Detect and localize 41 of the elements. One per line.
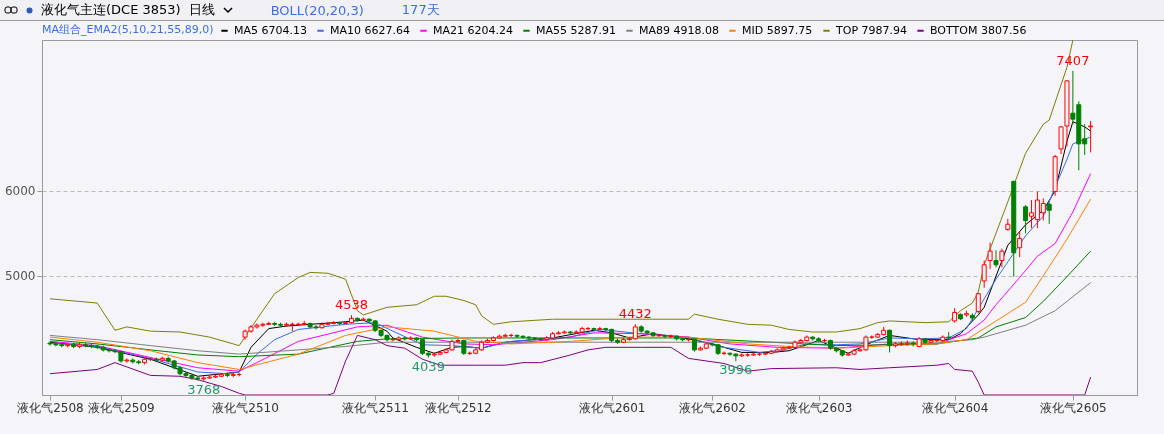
annotation: 4039 [411, 358, 445, 374]
candlestick [999, 248, 1005, 268]
x-tick-label: 液化气2603 [785, 400, 853, 415]
y-tick-label: 5000 [4, 269, 36, 284]
candlestick [981, 259, 987, 289]
x-tick-label: 液化气2509 [88, 400, 155, 415]
text: BOLL(20,20,3) [270, 2, 364, 18]
legend-label: MID 5897.75 [742, 23, 813, 37]
annotation: 3996 [719, 362, 753, 378]
x-tick-label: 液化气2601 [578, 400, 646, 415]
x-tick-label: 液化气2511 [342, 400, 409, 415]
candlestick [1017, 231, 1023, 258]
x-tick-label: 液化气2510 [212, 400, 279, 415]
legend-label: TOP 7987.94 [835, 23, 907, 37]
legend-label: MA10 6627.64 [330, 23, 410, 37]
x-tick-label: 液化气2512 [425, 400, 492, 415]
candlestick [993, 249, 999, 268]
y-tick-label: 6000 [4, 184, 36, 199]
candlestick [987, 242, 993, 270]
x-tick-label: 液化气2604 [921, 400, 989, 415]
candlestick [1023, 204, 1029, 234]
annotation: 7407 [1056, 52, 1090, 68]
legend-label: MA5 6704.13 [234, 23, 307, 37]
line-series [49, 334, 1092, 395]
annotation: 3768 [187, 381, 221, 397]
legend-label: MA21 6204.24 [433, 23, 513, 37]
candlestick [1088, 120, 1094, 153]
x-tick-label: 液化气2508 [17, 400, 84, 415]
text: 177天 [401, 1, 440, 19]
x-tick-label: 液化气2602 [679, 400, 746, 415]
legend-label: BOTTOM 3807.56 [930, 23, 1027, 37]
candlestick [1046, 202, 1052, 225]
line-series [49, 282, 1092, 355]
legend-label: MA55 5287.91 [536, 23, 616, 37]
candlestick [887, 328, 893, 353]
annotation: 4432 [618, 306, 652, 322]
chart-title: 液化气主连(DCE 3853) [41, 1, 181, 19]
legend-label: MA89 4918.08 [639, 23, 719, 37]
x-tick-label: 液化气2605 [1040, 400, 1107, 415]
chart-subtitle: 日线 [188, 1, 215, 19]
legend-title: MA组合_EMA2(5,10,21,55,89,0) [42, 23, 214, 36]
